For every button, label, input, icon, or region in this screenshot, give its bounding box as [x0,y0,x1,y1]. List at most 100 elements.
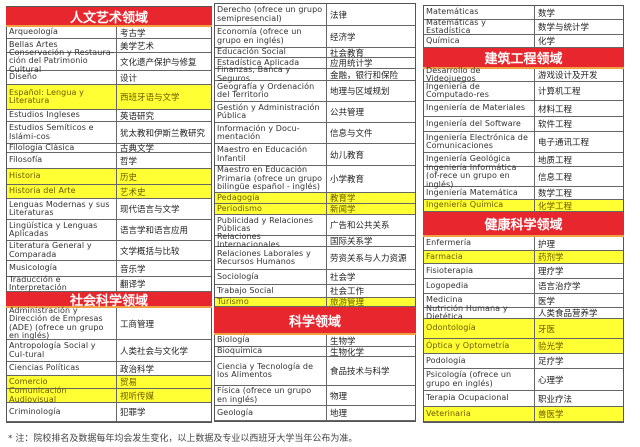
major-spanish-name: Ingeniería de Materiales [424,101,535,116]
major-spanish-name: Historia [7,169,117,184]
major-chinese-name: 小学教育 [330,175,365,185]
majors-column: Matemáticas 数学 Matemáticas y Estadística 数学… [423,5,624,423]
major-chinese-name: 验光学 [538,342,564,352]
major-spanish-name: Musicología [7,261,117,276]
table-row: Terapia Ocupacional 职业疗法 [424,391,623,407]
table-row: Relaciones Laborales y Recursos Humanos 劳… [215,247,415,270]
major-chinese-name: 贸易 [120,378,138,388]
major-spanish-name: Lingüística y Lenguas Aplicadas [7,220,117,240]
major-chinese-name: 电子通讯工程 [538,138,590,148]
major-spanish-name: Literatura General y Comparada [7,241,117,260]
major-chinese-name: 翻译学 [120,280,146,290]
major-chinese-name: 计算机工程 [538,87,581,97]
major-spanish-name: Podología [424,354,535,368]
major-chinese-name: 地理 [330,409,348,419]
table-row: Historia 历史 [7,169,211,185]
table-row: Musicología 音乐学 [7,261,211,277]
table-row: Nutrición Humana y Dietética 人类食品营养学 [424,304,623,321]
table-row: Derecho (ofrece un grupo semipresencial)… [215,4,415,26]
major-chinese-name: 心理学 [538,375,564,386]
table-row: Biología 生物学 [215,335,415,347]
major-chinese-name: 公共管理 [330,108,365,118]
major-chinese-name: 生物化学 [330,347,365,358]
table-row: Maestro en Educación Primaria (ofrece un… [215,166,415,193]
table-row: Bellas Artes 美学艺术 [7,39,211,53]
major-chinese-name: 犯罪学 [120,408,146,418]
major-chinese-name: 化学 [538,37,556,47]
table-row: Conservación y Restaura-ción del Patrimo… [7,48,211,73]
major-chinese-name: 社会教育 [330,48,365,59]
major-spanish-name: Logopedia [424,279,535,293]
section-header: 健康科学领域 [423,212,624,237]
major-spanish-name: Bioquímica [215,347,327,356]
major-chinese-name: 设计 [120,73,138,84]
major-chinese-name: 历史 [120,172,138,183]
major-spanish-name: Matemáticas [424,6,535,19]
table-row: Trabajo Social 社会工作 [215,285,415,298]
major-chinese-name: 护理 [538,239,556,250]
table-row: Lingüística y Lenguas Aplicadas 语言学和语言应用 [7,220,211,241]
major-spanish-name: Comercio [7,376,117,388]
table-row: Psicología (ofrece un grupo en inglés) 心理… [424,369,623,391]
major-spanish-name: Relaciones Internacionales [215,232,327,249]
major-chinese-name: 物理 [330,391,348,402]
major-chinese-name: 社会工作 [330,287,365,297]
table-row: Fisioterapia 理疗学 [424,264,623,279]
major-spanish-name: Conservación y Restaura-ción del Patrimo… [7,48,117,73]
table-row: Filosofía 哲学 [7,153,211,169]
major-spanish-name: Matemáticas y Estadística [424,18,535,35]
section-header: 社会科学领域 [6,292,212,309]
table-row: Diseño 设计 [7,71,211,85]
table-row: Matemáticas 数学 [424,6,623,20]
major-chinese-name: 政治科学 [120,364,155,375]
major-spanish-name: Maestro en Educación Primaria (ofrece un… [215,166,327,192]
table-row: Estadística Aplicada 应用统计学 [215,58,415,69]
table-row: Geología 地理 [215,406,415,421]
table-row: Información y Docu-mentación 信息与文件 [215,123,415,144]
major-spanish-name: Bellas Artes [7,39,117,52]
major-chinese-name: 职业疗法 [538,394,573,405]
major-spanish-name: Antropología Social y Cul-tural [7,340,117,361]
table-row: Español: Lengua y Literatura 西班牙语与文学 [7,85,211,110]
major-chinese-name: 生物学 [330,336,356,347]
major-spanish-name: Terapia Ocupacional [424,391,535,406]
table-row: Arqueología 考古学 [7,27,211,39]
major-chinese-name: 文学概括与比较 [120,246,180,257]
major-chinese-name: 西班牙语与文学 [120,93,180,103]
major-chinese-name: 理疗学 [538,267,564,277]
major-spanish-name: Nutrición Humana y Dietética [424,304,535,321]
table-row: Desarrollo de Videojuegos 游戏设计及开发 [424,66,623,83]
major-spanish-name: Enfermería [424,237,535,250]
major-spanish-name: Biología [215,335,327,346]
major-chinese-name: 地理与区域规划 [330,87,390,97]
major-spanish-name: Información y Docu-mentación [215,123,327,143]
major-spanish-name: Geografía y Ordenación del Territorio [215,81,327,101]
table-row: Administración y Dirección de Empresas (… [7,306,211,340]
major-spanish-name: Administración y Dirección de Empresas (… [7,306,117,340]
table-row: Ingeniería Matemática 数学工程 [424,187,623,200]
major-spanish-name: Física (ofrece un grupo en inglés) [215,386,327,405]
major-chinese-name: 哲学 [120,156,138,167]
major-chinese-name: 游戏设计及开发 [538,71,598,81]
major-spanish-name: Arqueología [7,27,117,38]
table-row: Logopedia 语言治疗学 [424,279,623,294]
table-row: Maestro en Educación Infantil 幼儿教育 [215,144,415,166]
major-chinese-name: 金融，银行和保险 [330,70,399,81]
major-chinese-name: 视听传媒 [120,391,155,402]
major-chinese-name: 食品技术与科学 [330,367,390,377]
major-spanish-name: Filología Clásica [7,143,117,152]
major-chinese-name: 地质工程 [538,155,573,166]
major-spanish-name: Filosofía [7,153,117,168]
table-row: Odontología 牙医 [424,319,623,339]
table-row: Lenguas Modernas y sus Literaturas 现代语言与文… [7,199,211,220]
major-spanish-name: Diseño [7,71,117,84]
table-row: Criminología 犯罪学 [7,403,211,422]
major-chinese-name: 数学与统计学 [538,23,590,33]
major-spanish-name: Publicidad y Relaciones Públicas [215,215,327,235]
major-spanish-name: Periodismo [215,204,327,214]
major-spanish-name: Fisioterapia [424,264,535,278]
major-spanish-name: Estadística Aplicada [215,58,327,68]
major-spanish-name: Español: Lengua y Literatura [7,85,117,109]
major-spanish-name: Historia del Arte [7,185,117,198]
major-spanish-name: Maestro en Educación Infantil [215,144,327,165]
